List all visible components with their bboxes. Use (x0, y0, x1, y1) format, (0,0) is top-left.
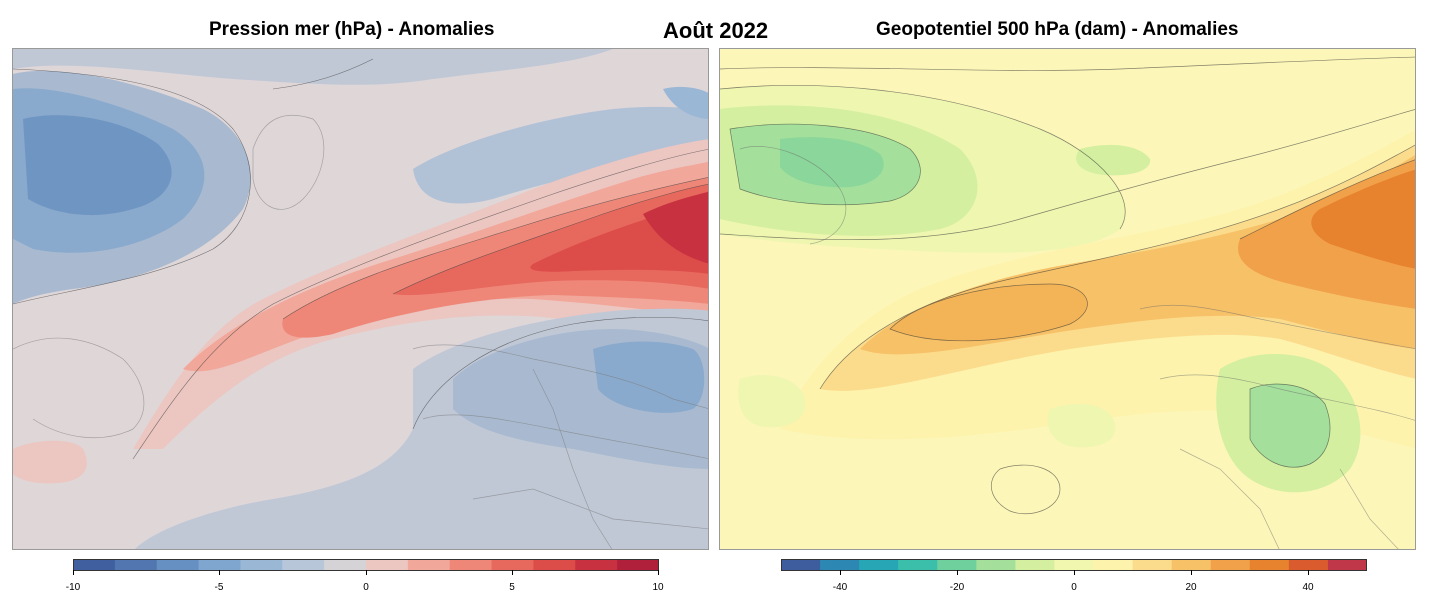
colorbar-swatch (1054, 559, 1095, 571)
pressure-tick-label: -5 (214, 582, 224, 593)
colorbar-swatch (533, 559, 576, 571)
colorbar-swatch (1093, 559, 1134, 571)
colorbar-swatch (491, 559, 534, 571)
colorbar-swatch (73, 559, 116, 571)
colorbar-swatch (1015, 559, 1055, 571)
page-title: Août 2022 (663, 18, 769, 43)
tick-mark (1074, 570, 1075, 575)
colorbar-swatch (366, 559, 409, 571)
geopotential-tick-label: 0 (1071, 582, 1077, 593)
pressure-tick-label: 0 (363, 582, 369, 593)
pressure-tick-label: 10 (652, 582, 664, 593)
tick-mark (219, 570, 220, 575)
pressure-map-svg (13, 49, 708, 549)
colorbar-swatch (114, 559, 158, 571)
colorbar-swatch (976, 559, 1016, 571)
geopotential-tick-label: -20 (949, 582, 965, 593)
colorbar-swatch (156, 559, 200, 571)
colorbar-swatch (1210, 559, 1251, 571)
colorbar-swatch (282, 559, 325, 571)
colorbar-swatch (859, 559, 899, 571)
colorbar-swatch (820, 559, 860, 571)
colorbar-swatch (1132, 559, 1173, 571)
pressure-anomaly-map (12, 48, 709, 550)
colorbar-swatch (240, 559, 283, 571)
colorbar-swatch (617, 559, 660, 571)
colorbar-swatch (1249, 559, 1290, 571)
tick-mark (1308, 570, 1309, 575)
pressure-tick-label: 5 (509, 582, 515, 593)
geopotential-tick-label: -40 (832, 582, 848, 593)
colorbar-swatch (198, 559, 241, 571)
colorbar-swatch (898, 559, 938, 571)
tick-mark (957, 570, 958, 575)
colorbar-swatch (937, 559, 977, 571)
colorbar-swatch (1288, 559, 1329, 571)
tick-mark (1191, 570, 1192, 575)
geopotential-anomaly-map (719, 48, 1416, 550)
geopotential-tick-label: 20 (1185, 582, 1197, 593)
tick-mark (658, 570, 659, 575)
colorbar-swatch (449, 559, 493, 571)
geopotential-colorbar (781, 558, 1368, 571)
left-panel-title: Pression mer (hPa) - Anomalies (209, 19, 495, 40)
pressure-colorbar (73, 558, 660, 571)
tick-mark (73, 570, 74, 575)
colorbar-swatch (407, 559, 451, 571)
tick-mark (840, 570, 841, 575)
tick-mark (512, 570, 513, 575)
colorbar-swatch (1327, 559, 1368, 571)
geopotential-map-svg (720, 49, 1415, 549)
colorbar-swatch (575, 559, 618, 571)
colorbar-swatch (324, 559, 367, 571)
right-panel-title: Geopotentiel 500 hPa (dam) - Anomalies (876, 19, 1239, 40)
tick-mark (366, 570, 367, 575)
geopotential-tick-label: 40 (1302, 582, 1314, 593)
colorbar-swatch (1171, 559, 1212, 571)
pressure-tick-label: -10 (65, 582, 81, 593)
colorbar-swatch (781, 559, 821, 571)
